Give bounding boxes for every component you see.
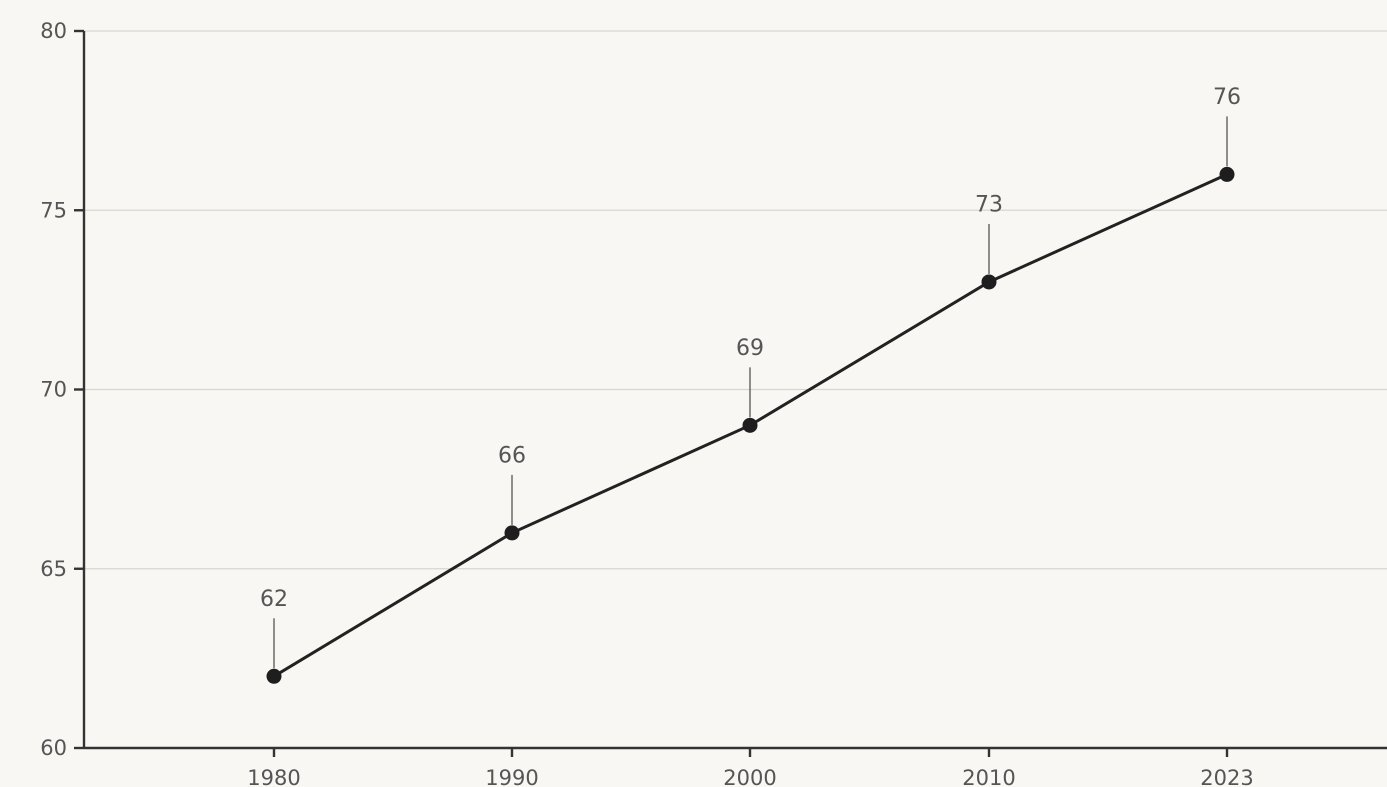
data-point-1990 [504,525,520,541]
data-point-1980 [266,668,282,684]
data-points [266,166,1235,684]
x-axis-ticks: 1980 1990 2000 2010 2023 [247,748,1254,787]
data-label: 69 [736,336,764,361]
y-tick-label: 80 [40,19,67,43]
y-tick-label: 70 [40,378,67,402]
y-tick-label: 65 [40,557,67,581]
x-tick-label: 2000 [723,766,776,787]
y-axis-ticks: 60 65 70 75 80 [40,19,84,760]
data-label: 76 [1213,85,1241,110]
data-label: 66 [498,443,526,468]
x-tick-label: 2023 [1200,766,1253,787]
gridlines [84,30,1387,570]
y-tick-label: 75 [40,198,67,222]
y-tick-label: 60 [40,736,67,760]
data-label: 73 [975,192,1003,217]
x-tick-label: 1990 [485,766,538,787]
data-point-2010 [981,274,997,290]
x-tick-label: 1980 [247,766,300,787]
x-tick-label: 2010 [962,766,1015,787]
data-labels: 62 66 69 73 76 [260,85,1241,669]
data-point-2000 [742,417,758,433]
data-label: 62 [260,587,288,612]
data-point-2023 [1219,166,1235,182]
